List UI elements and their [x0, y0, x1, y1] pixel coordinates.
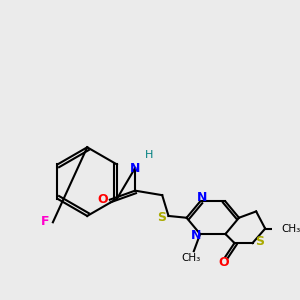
Text: CH₃: CH₃: [281, 224, 300, 234]
Text: O: O: [97, 193, 108, 206]
Text: N: N: [130, 162, 140, 175]
Text: CH₃: CH₃: [182, 254, 201, 263]
Text: O: O: [218, 256, 229, 269]
Text: N: N: [191, 229, 202, 242]
Text: S: S: [255, 235, 264, 248]
Text: F: F: [41, 215, 49, 228]
Text: N: N: [197, 191, 207, 204]
Text: S: S: [157, 211, 166, 224]
Text: H: H: [145, 149, 153, 160]
